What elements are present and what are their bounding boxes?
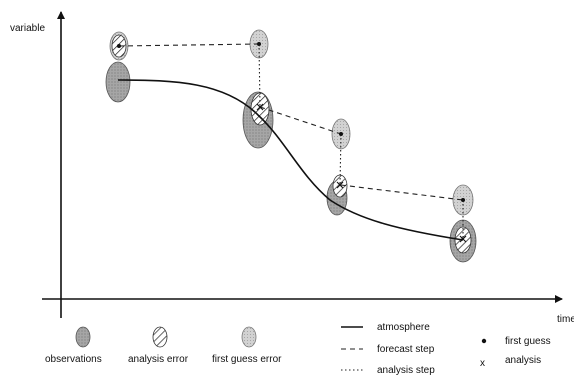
legend-first-guess-marker bbox=[481, 338, 487, 344]
legend-first-guess-error-label: first guess error bbox=[212, 354, 282, 365]
legend-atmosphere-label: atmosphere bbox=[377, 322, 430, 333]
first-guess-point-3 bbox=[339, 132, 343, 136]
legend: observations analysis error first guess … bbox=[45, 322, 551, 375]
legend-first-guess-label: first guess bbox=[505, 336, 551, 347]
legend-analysis-step-label: analysis step bbox=[377, 365, 435, 375]
y-axis-label: variable bbox=[10, 23, 45, 34]
forecast-step-3 bbox=[340, 184, 464, 201]
legend-analysis-error-label: analysis error bbox=[128, 354, 189, 365]
forecast-step-1 bbox=[118, 43, 260, 47]
first-guess-point-2 bbox=[257, 42, 261, 46]
analysis-error-ellipse-2 bbox=[250, 92, 270, 126]
legend-observations-label: observations bbox=[45, 354, 102, 365]
legend-analysis-marker: x bbox=[480, 358, 485, 369]
analysis-step-2 bbox=[339, 133, 342, 186]
analysis-mark-1 bbox=[256, 103, 264, 111]
analysis-mark-3 bbox=[459, 235, 467, 243]
atmosphere-curve bbox=[117, 79, 464, 241]
x-axis-label: time bbox=[557, 314, 574, 325]
legend-forecast-step-label: forecast step bbox=[377, 344, 435, 355]
first-guess-point-1 bbox=[117, 44, 121, 48]
legend-observations-swatch bbox=[75, 326, 91, 348]
legend-analysis-error-swatch bbox=[152, 326, 168, 348]
first-guess-point-4 bbox=[461, 198, 465, 202]
analysis-step-1 bbox=[258, 43, 261, 108]
observation-ellipse-1 bbox=[105, 61, 131, 103]
legend-analysis-label: analysis bbox=[505, 355, 541, 366]
legend-first-guess-error-swatch bbox=[241, 326, 257, 348]
analysis-mark-2 bbox=[336, 181, 344, 189]
